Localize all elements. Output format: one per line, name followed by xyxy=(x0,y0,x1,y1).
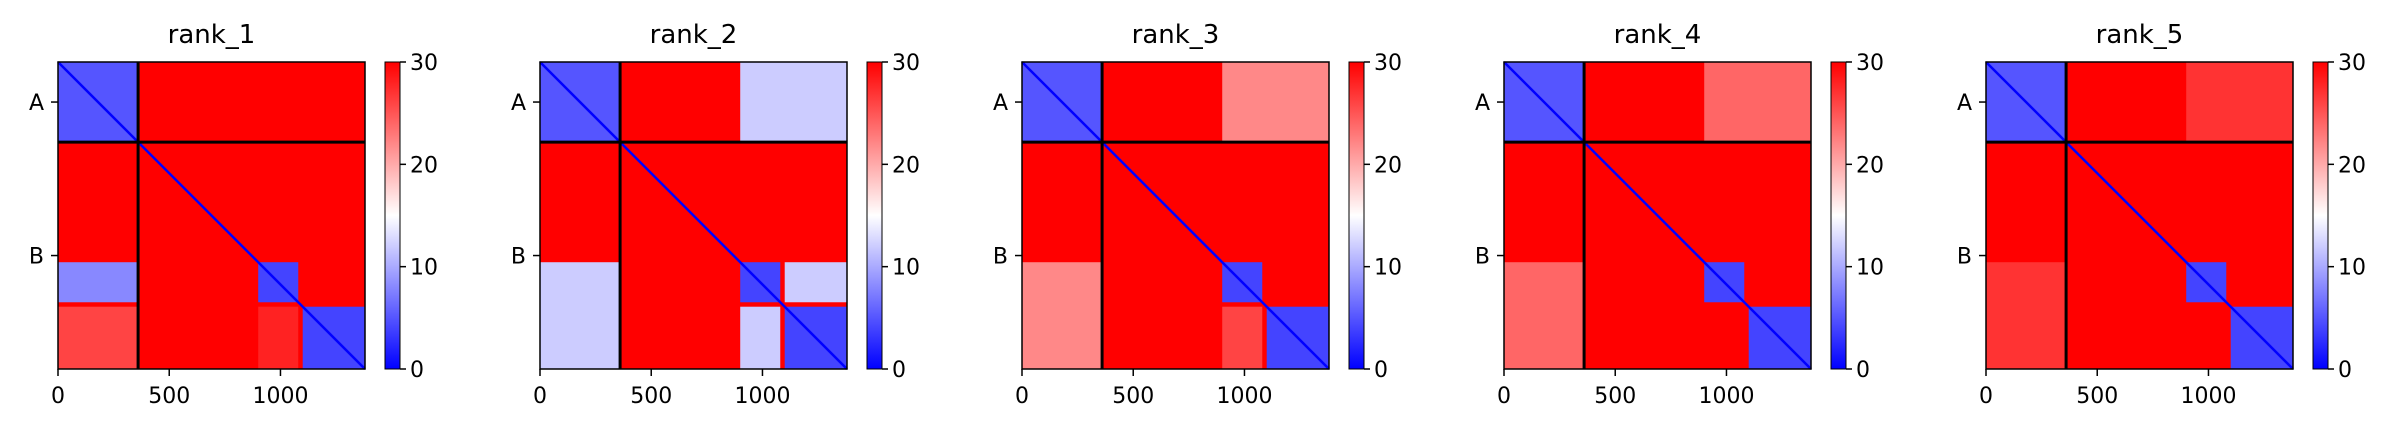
x-tick-label: 1000 xyxy=(252,384,308,409)
colorbar-tick-label: 30 xyxy=(2338,51,2366,76)
colorbar xyxy=(1830,61,1847,370)
colorbar-tick-label: 0 xyxy=(892,358,906,383)
heatmap-cell xyxy=(138,62,365,143)
colorbar xyxy=(384,61,401,370)
colorbar-tick-label: 30 xyxy=(410,51,438,76)
plot-frame xyxy=(57,61,366,370)
heatmap-panel-4: rank_4 0 500 1000 A B 0 10 20 30 xyxy=(1475,20,1884,409)
heatmap-panel-1: rank_1 0 500 1000 A B 0 10 20 30 xyxy=(29,20,438,409)
y-tick-label: A xyxy=(993,91,1008,116)
x-tick-label: 500 xyxy=(148,384,190,409)
x-tick-label: 0 xyxy=(533,384,547,409)
x-tick-label: 0 xyxy=(1979,384,1993,409)
heatmap-cell xyxy=(784,262,847,303)
y-tick-label: B xyxy=(993,245,1008,270)
colorbar-tick-label: 0 xyxy=(1374,358,1388,383)
y-tick-label: B xyxy=(1475,245,1490,270)
colorbar-tick-label: 30 xyxy=(1856,51,1884,76)
colorbar-tick-label: 0 xyxy=(2338,358,2352,383)
x-tick-label: 500 xyxy=(2076,384,2118,409)
panel-title: rank_1 xyxy=(168,20,256,50)
diagonal-line xyxy=(1503,61,1812,370)
colorbar xyxy=(1348,61,1365,370)
x-tick-label: 500 xyxy=(630,384,672,409)
plot-frame xyxy=(539,61,848,370)
colorbar-tick-label: 10 xyxy=(2338,256,2366,281)
colorbar-tick-label: 30 xyxy=(892,51,920,76)
diagonal-line xyxy=(1021,61,1330,370)
y-tick-label: A xyxy=(1957,91,1972,116)
heatmap-cell xyxy=(740,62,847,143)
plot-frame xyxy=(1021,61,1330,370)
colorbar-tick-label: 30 xyxy=(1374,51,1402,76)
colorbar-tick-label: 20 xyxy=(1374,153,1402,178)
y-tick-label: A xyxy=(511,91,526,116)
heatmap-cell xyxy=(1222,306,1263,369)
colorbar xyxy=(2312,61,2329,370)
heatmap-panel-2: rank_2 0 500 1000 A B 0 10 20 30 xyxy=(511,20,920,409)
panel-title: rank_5 xyxy=(2096,20,2184,50)
x-tick-label: 500 xyxy=(1112,384,1154,409)
diagonal-line xyxy=(1985,61,2294,370)
y-tick-label: A xyxy=(29,91,44,116)
heatmap-cell xyxy=(58,306,139,369)
colorbar-tick-label: 20 xyxy=(410,153,438,178)
heatmap-panel-3: rank_3 0 500 1000 A B 0 10 20 30 xyxy=(993,20,1402,409)
heatmap-cell xyxy=(1704,62,1811,143)
heatmap-cell xyxy=(258,306,299,369)
heatmap-cell xyxy=(1222,62,1329,143)
colorbar-tick-label: 20 xyxy=(1856,153,1884,178)
heatmap-cell xyxy=(2186,62,2293,143)
heatmap-cell xyxy=(540,262,621,369)
x-tick-label: 0 xyxy=(1015,384,1029,409)
colorbar-tick-label: 20 xyxy=(2338,153,2366,178)
heatmap-panel-5: rank_5 0 500 1000 A B 0 10 20 30 xyxy=(1957,20,2366,409)
colorbar-tick-label: 10 xyxy=(1374,256,1402,281)
heatmap-cell xyxy=(1022,262,1103,369)
plot-frame xyxy=(1985,61,2294,370)
colorbar-tick-label: 10 xyxy=(410,256,438,281)
diagonal-line xyxy=(57,61,366,370)
diagonal-line xyxy=(539,61,848,370)
x-tick-label: 500 xyxy=(1594,384,1636,409)
colorbar-tick-label: 10 xyxy=(892,256,920,281)
heatmap-cell xyxy=(1504,262,1585,369)
y-tick-label: A xyxy=(1475,91,1490,116)
x-tick-label: 1000 xyxy=(2180,384,2236,409)
colorbar xyxy=(866,61,883,370)
panel-title: rank_3 xyxy=(1132,20,1220,50)
colorbar-tick-label: 0 xyxy=(410,358,424,383)
colorbar-tick-label: 20 xyxy=(892,153,920,178)
x-tick-label: 1000 xyxy=(1216,384,1272,409)
plot-frame xyxy=(1503,61,1812,370)
panel-title: rank_2 xyxy=(650,20,738,50)
y-tick-label: B xyxy=(1957,245,1972,270)
x-tick-label: 1000 xyxy=(1698,384,1754,409)
y-tick-label: B xyxy=(29,245,44,270)
colorbar-tick-label: 0 xyxy=(1856,358,1870,383)
x-tick-label: 0 xyxy=(51,384,65,409)
heatmap-cell xyxy=(740,306,781,369)
panel-title: rank_4 xyxy=(1614,20,1702,50)
heatmap-cell xyxy=(1986,262,2067,369)
x-tick-label: 0 xyxy=(1497,384,1511,409)
colorbar-tick-label: 10 xyxy=(1856,256,1884,281)
y-tick-label: B xyxy=(511,245,526,270)
x-tick-label: 1000 xyxy=(734,384,790,409)
heatmap-cell xyxy=(58,262,139,303)
